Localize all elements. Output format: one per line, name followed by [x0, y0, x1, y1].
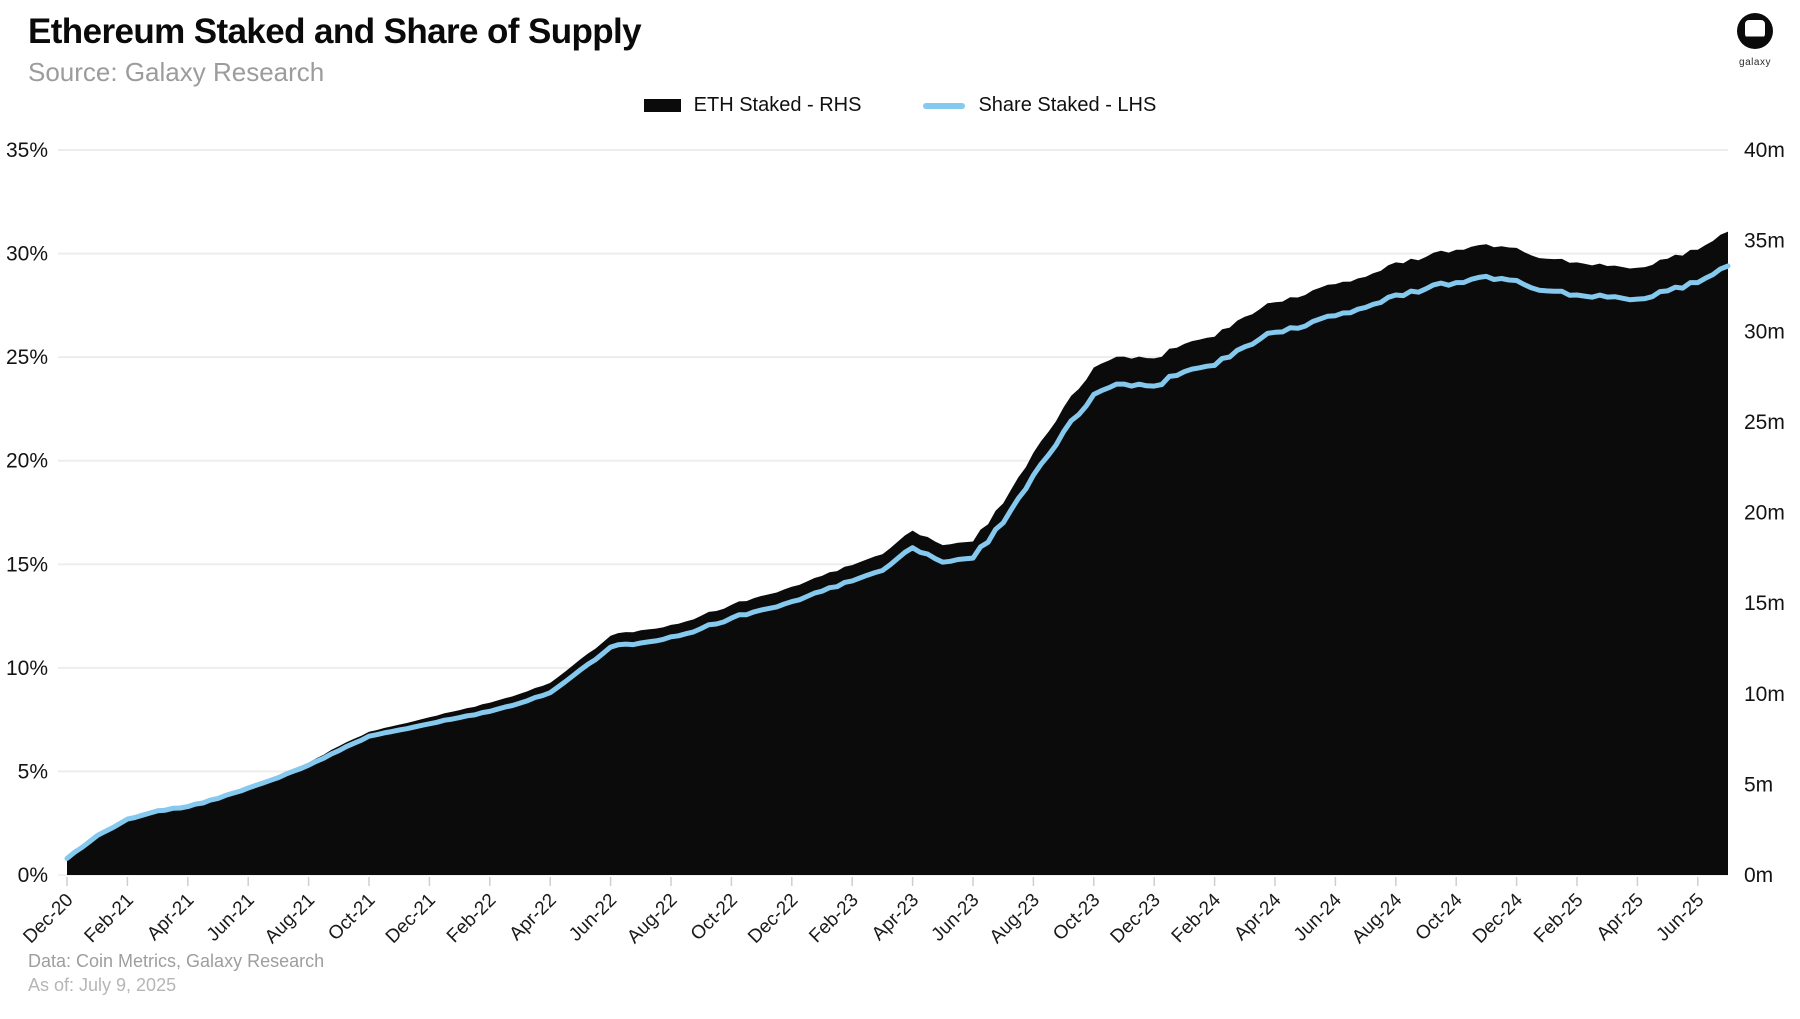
legend-swatch-share-line	[923, 102, 966, 109]
y-axis-label-left: 15%	[6, 553, 48, 576]
x-tick-label: Dec-20	[19, 890, 77, 948]
x-tick-label: Feb-23	[805, 890, 862, 947]
galaxy-logo-label: galaxy	[1739, 57, 1771, 68]
x-tick-label: Oct-22	[687, 890, 742, 945]
x-tick-label: Dec-24	[1469, 889, 1527, 947]
x-tick-label: Feb-21	[81, 890, 138, 947]
x-tick-label: Dec-23	[1107, 890, 1165, 948]
x-tick-label: Feb-24	[1168, 889, 1226, 947]
x-tick-label: Aug-22	[623, 890, 681, 948]
footer-data-source: Data: Coin Metrics, Galaxy Research	[28, 951, 325, 971]
legend-label-share-staked: Share Staked - LHS	[978, 94, 1157, 116]
x-tick-label: Jun-25	[1652, 890, 1708, 946]
y-axis-label-left: 0%	[18, 864, 48, 887]
x-tick-label: Aug-24	[1348, 889, 1406, 947]
y-axis-label-left: 35%	[6, 139, 48, 162]
x-tick-label: Jun-21	[203, 890, 259, 946]
x-tick-label: Oct-21	[324, 890, 379, 945]
x-tick-label: Dec-22	[744, 890, 802, 948]
share-staked-line	[64, 263, 1731, 861]
x-axis: Dec-20 Feb-21 Apr-21 Jun-21 Aug-21 Oct-21 Dec-…	[19, 877, 1708, 948]
legend-swatch-eth-bar	[643, 99, 681, 112]
y-axis-label-right: 15m	[1744, 592, 1785, 615]
page-subtitle: Source: Galaxy Research	[28, 57, 325, 87]
x-tick-label: Aug-23	[986, 890, 1044, 948]
chart-legend: ETH Staked - RHS Share Staked - LHS	[0, 94, 1800, 117]
x-tick-label: Apr-21	[143, 890, 198, 945]
galaxy-logo-icon	[1737, 13, 1773, 49]
x-tick-label: Feb-25	[1530, 890, 1587, 947]
x-tick-label: Dec-21	[382, 890, 440, 948]
x-tick-label: Apr-22	[506, 890, 561, 945]
y-axis-label-left: 10%	[6, 657, 48, 680]
legend-item-eth-staked: ETH Staked - RHS	[643, 94, 862, 117]
x-tick-label: Jun-23	[928, 890, 984, 946]
x-tick-label: Oct-24	[1412, 889, 1467, 944]
y-axis-label-right: 25m	[1744, 411, 1785, 434]
y-axis-label-right: 20m	[1744, 502, 1785, 525]
header: Ethereum Staked and Share of Supply Sour…	[28, 12, 642, 88]
y-axis-label-left: 25%	[6, 346, 48, 369]
x-tick-label: Jun-22	[565, 890, 621, 946]
y-axis-label-left: 5%	[18, 760, 48, 783]
y-axis-label-right: 5m	[1744, 773, 1773, 796]
left-axis-labels: 0% 5% 10% 15% 20% 25% 30% 35%	[6, 139, 48, 887]
x-tick-label: Apr-24	[1230, 889, 1285, 944]
y-axis-label-left: 20%	[6, 450, 48, 473]
footer-as-of-date: As of: July 9, 2025	[28, 975, 177, 995]
y-axis-label-right: 35m	[1744, 230, 1785, 253]
page-title: Ethereum Staked and Share of Supply	[28, 12, 642, 51]
x-tick-label: Feb-22	[443, 890, 500, 947]
legend-item-share-staked: Share Staked - LHS	[923, 94, 1156, 117]
x-tick-label: Apr-25	[1593, 890, 1648, 945]
galaxy-logo: galaxy	[1726, 12, 1784, 68]
y-axis-label-right: 10m	[1744, 683, 1785, 706]
y-axis-label-right: 30m	[1744, 320, 1785, 343]
y-axis-label-right: 40m	[1744, 139, 1785, 162]
x-tick-label: Jun-24	[1290, 889, 1346, 945]
eth-staked-area	[67, 231, 1728, 876]
footer: Data: Coin Metrics, Galaxy Research As o…	[28, 949, 324, 997]
x-tick-label: Apr-23	[868, 890, 923, 945]
right-axis-labels: 0m 5m 10m 15m 20m 25m 30m 35m 40m	[1744, 139, 1785, 887]
legend-label-eth-staked: ETH Staked - RHS	[693, 94, 862, 116]
y-axis-label-left: 30%	[6, 243, 48, 266]
x-tick-label: Aug-21	[261, 890, 319, 948]
y-axis-label-right: 0m	[1744, 864, 1773, 887]
x-tick-label: Oct-23	[1049, 890, 1104, 945]
